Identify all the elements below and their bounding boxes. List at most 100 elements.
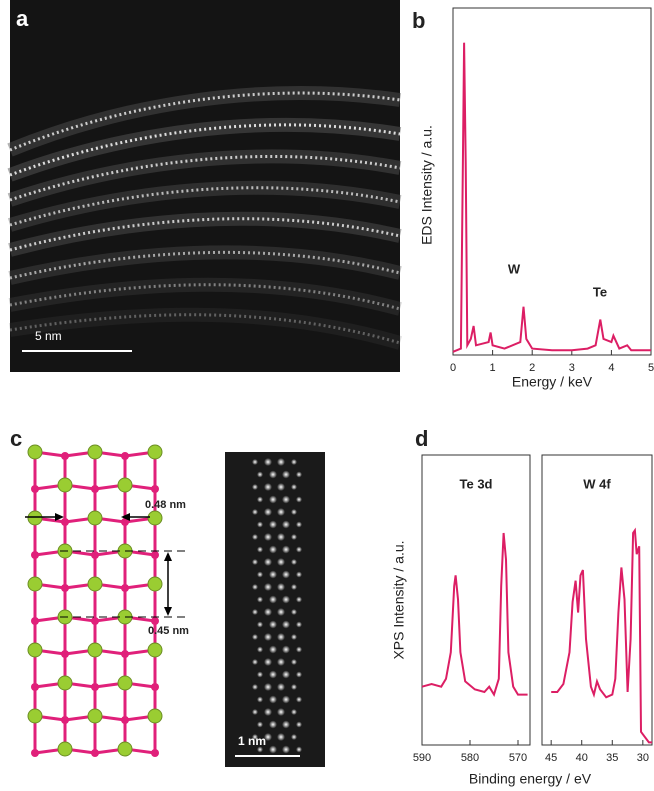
panel-label: b xyxy=(412,8,425,33)
atom-spot xyxy=(296,672,302,678)
atom-spot xyxy=(252,659,258,665)
atom-spot xyxy=(252,634,258,640)
atom-spot xyxy=(269,496,277,504)
atom-spot xyxy=(264,608,272,616)
atom-spot xyxy=(252,484,258,490)
panel-label: c xyxy=(10,426,22,451)
te-atom xyxy=(28,709,42,723)
te-atom xyxy=(88,511,102,525)
atom-spot xyxy=(269,746,277,754)
segment-title: W 4f xyxy=(583,476,611,491)
atom-spot xyxy=(257,672,263,678)
te-atom xyxy=(88,445,102,459)
te-atom xyxy=(148,643,162,657)
x-tick-label: 1 xyxy=(490,362,496,374)
w-atom xyxy=(31,617,39,625)
spectrum-line xyxy=(453,43,651,352)
w-atom xyxy=(91,551,99,559)
atom-spot xyxy=(252,459,258,465)
w-atom xyxy=(151,749,159,757)
w-atom xyxy=(91,617,99,625)
w-atom xyxy=(91,485,99,493)
atom-spot xyxy=(291,484,297,490)
spacing-label: 0.48 nm xyxy=(145,499,186,511)
x-tick-label: 40 xyxy=(576,752,588,764)
atom-spot xyxy=(296,747,302,753)
atom-spot xyxy=(264,658,272,666)
w-atom xyxy=(151,683,159,691)
atom-spot xyxy=(252,509,258,515)
w-atom xyxy=(61,716,69,724)
x-tick-label: 30 xyxy=(637,752,649,764)
atom-spot xyxy=(257,722,263,728)
atom-spot xyxy=(291,659,297,665)
atom-spot xyxy=(277,658,285,666)
atom-spot xyxy=(282,696,290,704)
te-atom xyxy=(28,643,42,657)
atom-spot xyxy=(277,683,285,691)
atom-spot xyxy=(269,671,277,679)
atom-spot xyxy=(277,633,285,641)
atom-spot xyxy=(257,597,263,603)
atom-spot xyxy=(296,697,302,703)
atom-spot xyxy=(257,647,263,653)
peak-label: Te xyxy=(593,284,607,299)
scale-bar-label: 1 nm xyxy=(238,734,266,748)
atom-spot xyxy=(291,459,297,465)
atom-spot xyxy=(277,558,285,566)
atom-spot xyxy=(282,521,290,529)
atom-spot xyxy=(282,546,290,554)
plot-frame xyxy=(542,455,652,745)
atom-spot xyxy=(252,609,258,615)
atom-spot xyxy=(269,646,277,654)
atom-spot xyxy=(291,634,297,640)
atom-spot xyxy=(291,609,297,615)
scale-bar-label: 5 nm xyxy=(35,329,62,343)
panel-label: d xyxy=(415,426,428,451)
atom-spot xyxy=(277,583,285,591)
te-atom xyxy=(148,445,162,459)
x-tick-label: 5 xyxy=(648,362,654,374)
w-atom xyxy=(121,650,129,658)
atom-spot xyxy=(257,547,263,553)
te-atom xyxy=(28,511,42,525)
atom-spot xyxy=(252,684,258,690)
x-tick-label: 0 xyxy=(450,362,456,374)
x-axis-label: Binding energy / eV xyxy=(469,771,592,787)
atom-spot xyxy=(296,722,302,728)
atom-spot xyxy=(282,746,290,754)
atom-spot xyxy=(252,559,258,565)
atom-spot xyxy=(277,708,285,716)
atom-spot xyxy=(269,521,277,529)
atom-spot xyxy=(269,621,277,629)
x-tick-label: 590 xyxy=(413,752,431,764)
atom-spot xyxy=(264,583,272,591)
spectrum-line xyxy=(551,530,652,742)
atom-spot xyxy=(296,472,302,478)
atom-spot xyxy=(257,497,263,503)
te-atom xyxy=(148,577,162,591)
atom-spot xyxy=(282,496,290,504)
x-axis-label: Energy / keV xyxy=(512,374,593,390)
te-atom xyxy=(118,742,132,756)
atom-spot xyxy=(257,622,263,628)
te-atom xyxy=(28,445,42,459)
atom-spot xyxy=(269,596,277,604)
w-atom xyxy=(31,551,39,559)
segment-title: Te 3d xyxy=(460,476,493,491)
atom-spot xyxy=(296,547,302,553)
arrow-head xyxy=(164,607,172,616)
w-atom xyxy=(61,452,69,460)
w-atom xyxy=(31,485,39,493)
atom-spot xyxy=(296,647,302,653)
atom-spot xyxy=(291,559,297,565)
atom-spot xyxy=(282,571,290,579)
te-atom xyxy=(118,478,132,492)
y-axis-label: EDS Intensity / a.u. xyxy=(419,125,435,245)
atom-spot xyxy=(252,709,258,715)
atom-spot xyxy=(252,584,258,590)
x-tick-label: 4 xyxy=(608,362,614,374)
atom-spot xyxy=(264,683,272,691)
w-atom xyxy=(31,683,39,691)
atom-spot xyxy=(291,684,297,690)
